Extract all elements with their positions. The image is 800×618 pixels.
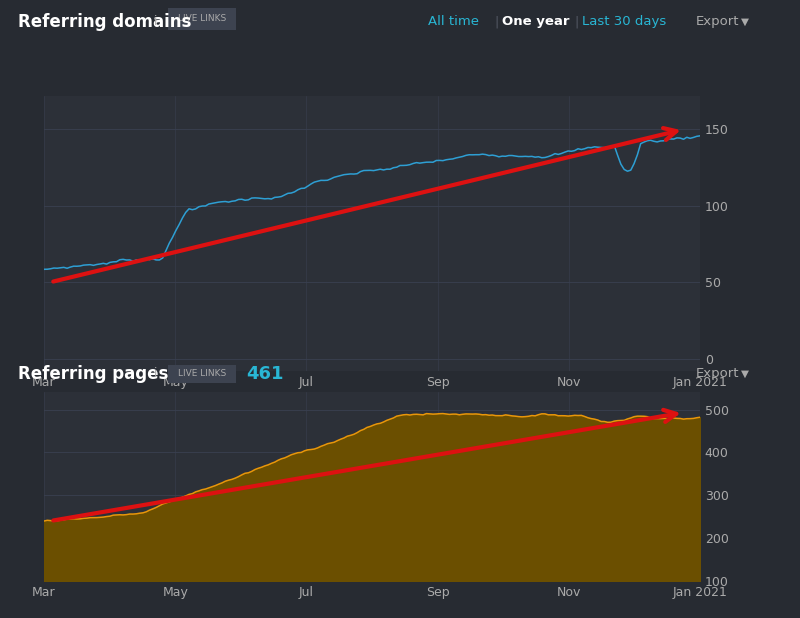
Text: LIVE LINKS: LIVE LINKS <box>178 14 226 23</box>
Text: One year: One year <box>502 15 570 28</box>
Text: ▼: ▼ <box>741 369 749 379</box>
Text: 461: 461 <box>246 365 284 383</box>
Text: |: | <box>574 15 578 28</box>
Text: Last 30 days: Last 30 days <box>582 15 666 28</box>
Text: Referring pages: Referring pages <box>18 365 168 383</box>
Text: Referring domains: Referring domains <box>18 12 191 31</box>
Text: ▼: ▼ <box>741 17 749 27</box>
Text: i: i <box>154 367 157 381</box>
Text: i: i <box>154 15 157 28</box>
Text: LIVE LINKS: LIVE LINKS <box>178 370 226 378</box>
Text: All time: All time <box>428 15 479 28</box>
Text: Export: Export <box>696 367 739 381</box>
Text: |: | <box>494 15 498 28</box>
Text: Export: Export <box>696 15 739 28</box>
